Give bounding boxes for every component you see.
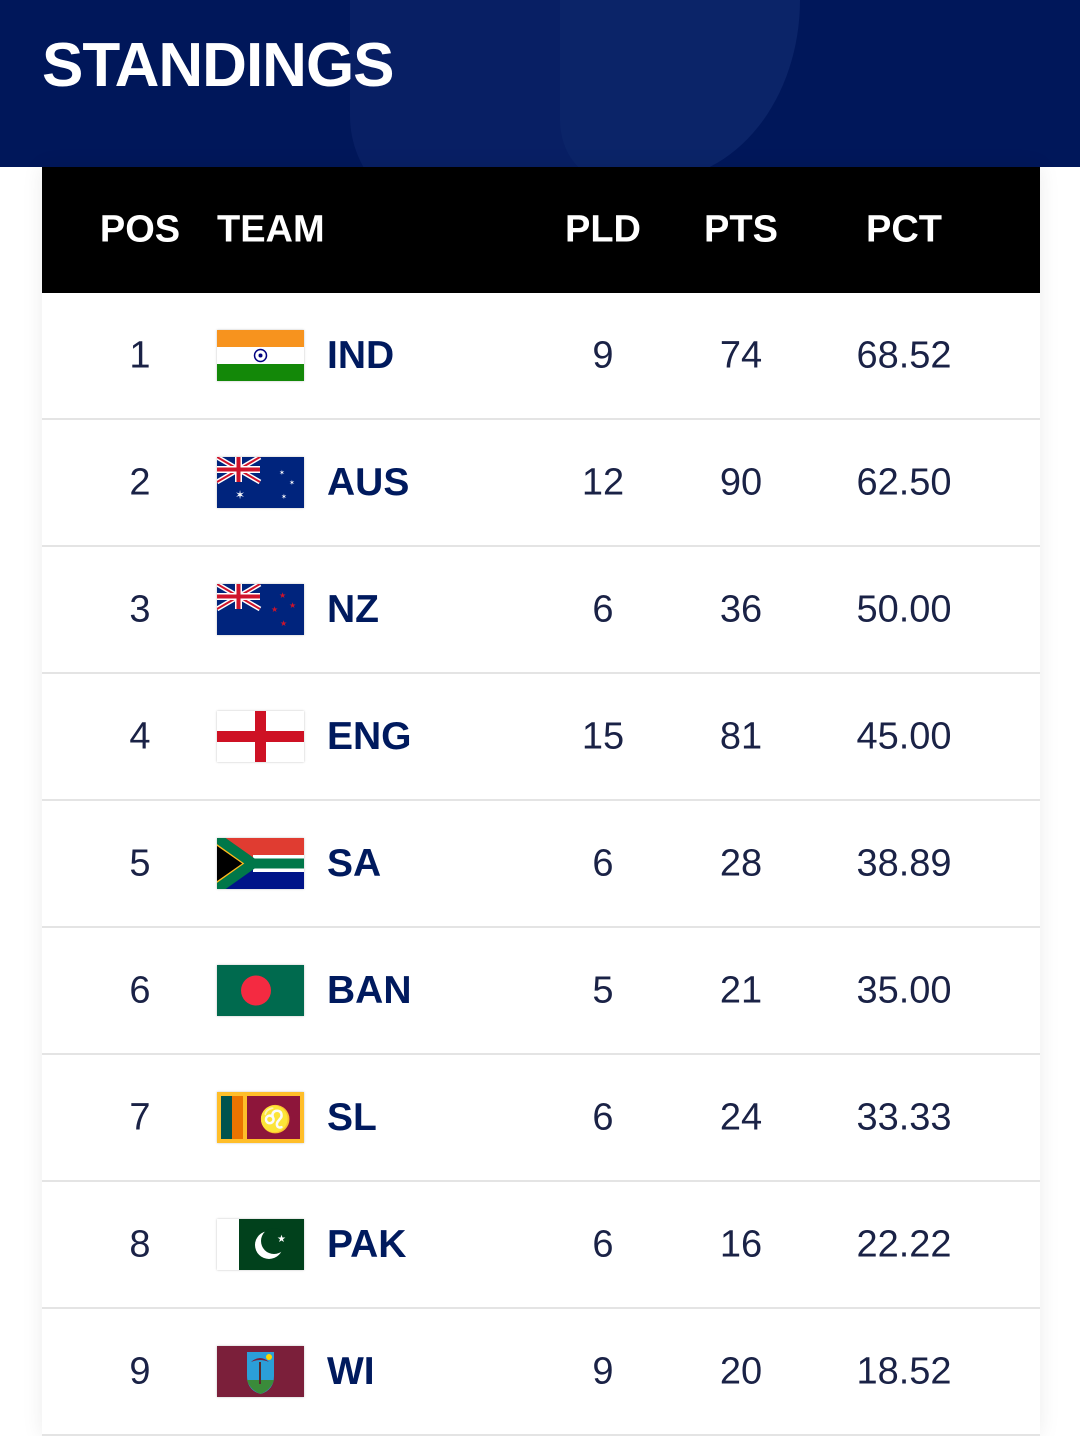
points: 20 [719, 1350, 763, 1392]
svg-text:✶: ✶ [281, 493, 287, 501]
page-title: STANDINGS [42, 31, 395, 100]
column-header-pct: PCT [866, 208, 942, 251]
percentage: 62.50 [856, 461, 952, 503]
points: 16 [719, 1223, 763, 1265]
background-decoration [560, 0, 800, 167]
table-row[interactable]: 5 SA 6 28 38.89 [42, 801, 1040, 928]
team-name[interactable]: ENG [327, 714, 412, 758]
svg-text:★: ★ [271, 605, 278, 614]
matches-played: 6 [592, 1223, 614, 1265]
pakistan-flag-icon: ★ [217, 1219, 304, 1270]
team-name[interactable]: PAK [327, 1222, 407, 1266]
percentage: 33.33 [856, 1096, 952, 1138]
position: 2 [129, 461, 151, 503]
points: 21 [719, 969, 763, 1011]
percentage: 35.00 [856, 969, 952, 1011]
svg-text:★: ★ [277, 1234, 286, 1245]
svg-text:★: ★ [280, 619, 287, 628]
position: 7 [129, 1096, 151, 1138]
west-indies-flag-icon [217, 1346, 304, 1397]
position: 3 [129, 588, 151, 630]
table-row[interactable]: 4 ENG 15 81 45.00 [42, 674, 1040, 801]
team-name[interactable]: SA [327, 841, 382, 885]
table-row[interactable]: 3 ★ ★ ★ ★ NZ 6 36 50.00 [42, 547, 1040, 674]
team-name[interactable]: BAN [327, 968, 412, 1012]
svg-text:✶: ✶ [279, 469, 285, 477]
table-row[interactable]: 8 ★ PAK 6 16 22.22 [42, 1182, 1040, 1309]
sri-lanka-flag-icon: ♌ [217, 1092, 304, 1143]
svg-text:★: ★ [289, 601, 296, 610]
percentage: 18.52 [856, 1350, 952, 1392]
table-header: POS TEAM PLD PTS PCT [42, 167, 1040, 293]
svg-text:★: ★ [279, 591, 286, 600]
matches-played: 6 [592, 1096, 614, 1138]
team-name[interactable]: AUS [327, 460, 410, 504]
team-name[interactable]: IND [327, 333, 395, 377]
matches-played: 6 [592, 588, 614, 630]
matches-played: 15 [581, 715, 625, 757]
percentage: 50.00 [856, 588, 952, 630]
page-header: STANDINGS [0, 0, 1080, 167]
india-flag-icon [217, 330, 304, 381]
svg-text:✶: ✶ [289, 479, 295, 487]
table-row[interactable]: 6 BAN 5 21 35.00 [42, 928, 1040, 1055]
svg-text:♌: ♌ [259, 1104, 291, 1134]
points: 28 [719, 842, 763, 884]
position: 1 [129, 334, 151, 376]
position: 6 [129, 969, 151, 1011]
england-flag-icon [217, 711, 304, 762]
percentage: 22.22 [856, 1223, 952, 1265]
bangladesh-flag-icon [217, 965, 304, 1016]
team-name[interactable]: WI [327, 1349, 375, 1393]
points: 81 [719, 715, 763, 757]
table-row[interactable]: 2 ✶ ✶ ✶ ✶ AUS 12 90 62.50 [42, 420, 1040, 547]
matches-played: 6 [592, 842, 614, 884]
matches-played: 12 [581, 461, 625, 503]
points: 24 [719, 1096, 763, 1138]
south-africa-flag-icon [217, 838, 304, 889]
standings-table: POS TEAM PLD PTS PCT 1 IND 9 74 68.52 2 ✶ ✶ ✶ ✶ AU… [42, 167, 1040, 1436]
column-header-pos: POS [99, 208, 181, 251]
australia-flag-icon: ✶ ✶ ✶ ✶ [217, 457, 304, 508]
percentage: 45.00 [856, 715, 952, 757]
position: 9 [129, 1350, 151, 1392]
position: 4 [129, 715, 151, 757]
team-name[interactable]: SL [327, 1095, 377, 1139]
points: 36 [719, 588, 763, 630]
column-header-team: TEAM [217, 208, 325, 251]
position: 5 [129, 842, 151, 884]
matches-played: 5 [592, 969, 614, 1011]
table-row[interactable]: 1 IND 9 74 68.52 [42, 293, 1040, 420]
matches-played: 9 [592, 1350, 614, 1392]
table-body: 1 IND 9 74 68.52 2 ✶ ✶ ✶ ✶ AUS 12 90 62.50 3 ★ ★ ★ ★ NZ 6 36 5… [42, 293, 1040, 1436]
column-header-pts: PTS [704, 208, 778, 251]
position: 8 [129, 1223, 151, 1265]
new-zealand-flag-icon: ★ ★ ★ ★ [217, 584, 304, 635]
percentage: 38.89 [856, 842, 952, 884]
table-row[interactable]: 7 ♌ SL 6 24 33.33 [42, 1055, 1040, 1182]
points: 90 [719, 461, 763, 503]
column-header-pld: PLD [565, 208, 641, 251]
team-name[interactable]: NZ [327, 587, 379, 631]
matches-played: 9 [592, 334, 614, 376]
points: 74 [719, 334, 763, 376]
svg-text:✶: ✶ [235, 488, 245, 502]
percentage: 68.52 [856, 334, 952, 376]
table-row[interactable]: 9 WI 9 20 18.52 [42, 1309, 1040, 1436]
